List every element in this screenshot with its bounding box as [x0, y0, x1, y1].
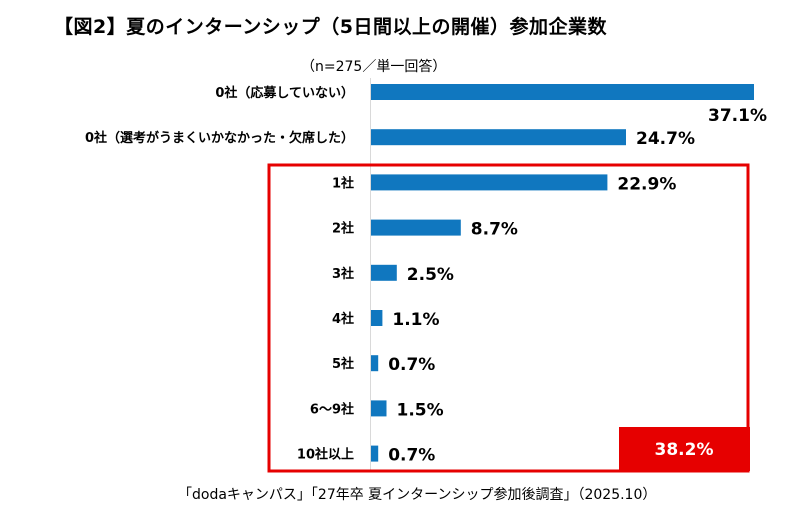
value-label-1: 24.7%: [636, 129, 695, 149]
category-label-8: 10社以上: [297, 447, 354, 463]
chart-title: 【図2】夏のインターンシップ（5日間以上の開催）参加企業数: [54, 16, 607, 38]
category-labels: 0社（応募していない） 0社（選考がうまくいかなかった・欠席した） 1社 2社 3社 4社…: [85, 85, 354, 463]
chart-subtitle: （n=275／単一回答）: [301, 59, 447, 75]
category-label-6: 5社: [332, 356, 354, 372]
bar-8: [371, 445, 379, 462]
value-label-4: 2.5%: [407, 265, 454, 285]
bar-2: [371, 174, 608, 191]
category-label-5: 4社: [332, 311, 354, 327]
bar-6: [371, 355, 379, 372]
category-label-0: 0社（応募していない）: [215, 85, 354, 101]
bar-5: [371, 310, 383, 326]
bar-4: [371, 264, 397, 281]
value-label-6: 0.7%: [388, 355, 435, 375]
value-label-2: 22.9%: [617, 174, 676, 194]
bar-7: [371, 400, 387, 417]
highlight-frame: [267, 163, 750, 473]
bar-0: [371, 84, 754, 100]
value-label-3: 8.7%: [471, 220, 518, 240]
value-label-5: 1.1%: [392, 310, 439, 330]
category-label-4: 3社: [332, 266, 354, 282]
highlight-total-badge: [619, 427, 750, 471]
value-label-7: 1.5%: [397, 400, 444, 420]
value-label-0: 37.1%: [708, 106, 767, 126]
value-label-8: 0.7%: [388, 446, 435, 466]
category-label-2: 1社: [332, 175, 354, 191]
category-label-3: 2社: [332, 221, 354, 237]
category-label-7: 6〜9社: [310, 401, 354, 417]
category-label-1: 0社（選考がうまくいかなかった・欠席した）: [85, 130, 354, 146]
value-labels: 37.1% 24.7% 22.9% 8.7% 2.5% 1.1% 0.7% 1.5% 0.7%: [388, 106, 767, 466]
bars-group: [371, 84, 754, 462]
highlight-total-label: 38.2%: [655, 440, 714, 460]
bar-3: [371, 219, 461, 236]
source-footnote: 「dodaキャンパス」「27年卒 夏インターンシップ参加後調査」（2025.10…: [178, 487, 657, 503]
bar-1: [371, 129, 626, 146]
